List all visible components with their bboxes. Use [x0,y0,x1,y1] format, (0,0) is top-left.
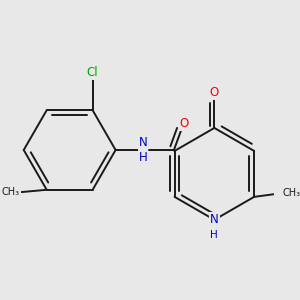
Text: CH₃: CH₃ [2,187,20,197]
Text: N: N [210,213,219,226]
Text: CH₃: CH₃ [283,188,300,198]
Text: H: H [211,230,218,239]
Text: O: O [179,117,188,130]
Text: Cl: Cl [87,66,98,79]
Text: N
H: N H [139,136,148,164]
Text: O: O [210,85,219,99]
